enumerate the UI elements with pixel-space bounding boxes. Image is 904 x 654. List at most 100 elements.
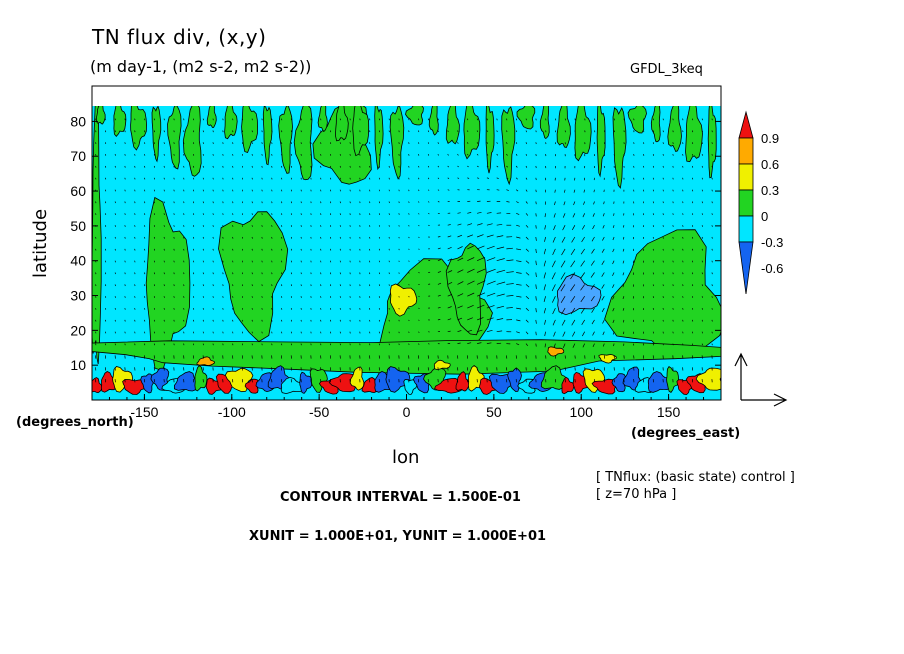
field-region <box>389 283 418 317</box>
x-unit-label: (degrees_east) <box>631 426 741 441</box>
vector-arrow <box>506 271 514 273</box>
vector-arrow <box>95 153 97 156</box>
vector-arrow <box>212 307 214 310</box>
vector-arrow <box>691 296 694 298</box>
vector-arrow <box>232 201 234 204</box>
vector-arrow <box>212 213 214 216</box>
vector-arrow <box>447 330 451 333</box>
equatorial-cell <box>647 371 673 393</box>
vector-arrow <box>378 177 381 180</box>
vector-arrow <box>535 225 537 229</box>
vector-arrow <box>320 260 322 263</box>
vector-arrow <box>535 130 537 133</box>
vector-arrow <box>398 248 400 251</box>
vector-arrow <box>457 317 463 321</box>
vector-arrow <box>222 343 224 346</box>
vector-arrow <box>173 248 175 251</box>
vector-arrow <box>232 307 234 310</box>
vector-arrow <box>515 130 518 133</box>
vector-arrow <box>691 236 694 239</box>
vector-arrow <box>124 153 126 156</box>
vector-arrow <box>320 177 322 180</box>
equatorial-cell <box>611 373 626 393</box>
vector-arrow <box>535 236 537 241</box>
vector-arrow <box>457 305 463 309</box>
vector-arrow <box>580 307 585 314</box>
vector-arrow <box>212 296 214 298</box>
vector-arrow <box>144 236 146 239</box>
vector-arrow <box>153 284 156 287</box>
vector-arrow <box>672 213 674 216</box>
vector-arrow <box>672 343 674 346</box>
vector-arrow <box>124 130 126 133</box>
vector-arrow <box>602 236 605 241</box>
vector-arrow <box>691 307 694 310</box>
vector-arrow <box>212 331 214 334</box>
vector-arrow <box>271 296 273 298</box>
vector-arrow <box>486 292 496 297</box>
vector-arrow <box>572 213 576 218</box>
vector-arrow <box>535 260 537 266</box>
vector-arrow <box>593 201 595 205</box>
vector-arrow <box>95 343 97 346</box>
vector-arrow <box>457 246 463 250</box>
vector-arrow <box>506 142 508 144</box>
vector-arrow <box>711 307 713 310</box>
vector-arrow <box>398 142 400 145</box>
vector-arrow <box>476 317 484 321</box>
x-tick-label: 100 <box>570 404 594 420</box>
vector-arrow <box>124 307 126 310</box>
vector-arrow <box>281 213 283 216</box>
vector-arrow <box>561 307 566 315</box>
vector-arrow <box>104 225 107 227</box>
vector-arrow <box>104 130 107 133</box>
vector-arrow <box>467 234 474 238</box>
vector-arrow <box>202 201 204 204</box>
vector-arrow <box>251 236 253 239</box>
vector-arrow <box>349 142 351 145</box>
y-tick-label: 30 <box>70 288 86 304</box>
vector-arrow <box>378 201 381 204</box>
vector-arrow <box>662 189 664 192</box>
level-label: [ z=70 hPa ] <box>596 487 677 502</box>
vector-arrow <box>418 248 420 250</box>
vector-arrow <box>339 260 341 263</box>
vector-arrow <box>525 153 528 156</box>
vector-arrow <box>516 224 520 227</box>
vector-arrow <box>477 211 482 214</box>
vector-arrow <box>359 142 361 145</box>
vector-arrow <box>251 248 253 251</box>
vector-arrow <box>329 260 332 263</box>
vector-arrow <box>398 260 400 263</box>
equatorial-cell <box>194 364 208 392</box>
equatorial-cell <box>349 366 365 391</box>
vector-arrow <box>437 319 441 321</box>
vector-arrow <box>104 236 107 239</box>
vector-arrow <box>281 118 283 121</box>
vector-arrow <box>192 142 195 145</box>
vector-arrow <box>553 331 556 337</box>
vector-arrow <box>290 225 293 227</box>
vector-arrow <box>418 213 420 215</box>
vector-arrow <box>290 296 293 298</box>
vector-arrow <box>134 296 136 298</box>
vector-arrow <box>457 269 464 273</box>
vector-arrow <box>290 260 293 263</box>
vector-arrow <box>261 213 263 216</box>
vector-arrow <box>437 247 441 250</box>
vector-arrow <box>251 225 253 227</box>
vector-arrow <box>623 331 625 335</box>
vector-arrow <box>543 248 546 255</box>
vector-arrow <box>359 130 361 133</box>
vector-arrow <box>418 130 420 133</box>
vector-arrow <box>95 272 97 275</box>
vector-arrow <box>573 201 576 206</box>
vector-arrow <box>447 118 449 121</box>
vector-arrow <box>104 201 107 204</box>
equatorial-cell <box>434 377 463 394</box>
vector-arrow <box>144 213 146 216</box>
vector-arrow <box>427 142 430 144</box>
vector-arrow <box>232 343 234 346</box>
vector-arrow <box>153 189 156 192</box>
vector-arrow <box>290 153 293 156</box>
